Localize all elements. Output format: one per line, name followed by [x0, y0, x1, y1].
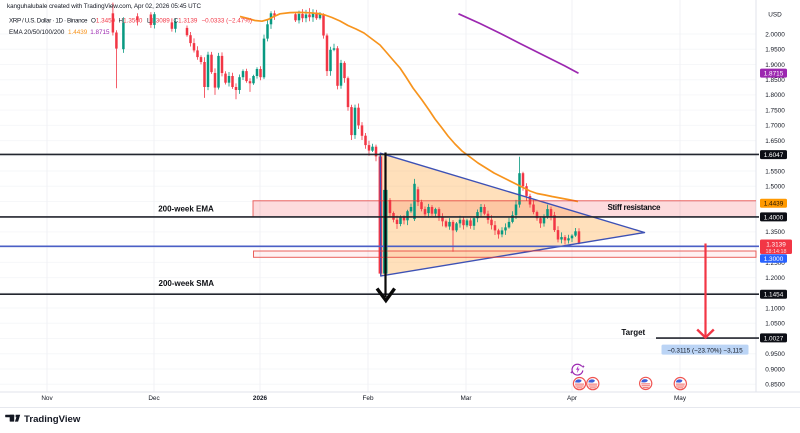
svg-text:1.5500: 1.5500 — [765, 168, 785, 175]
svg-text:18:14:18: 18:14:18 — [766, 249, 787, 255]
svg-text:−0.3115 (−23.70%) −3,115: −0.3115 (−23.70%) −3,115 — [667, 347, 743, 354]
svg-text:1.1454: 1.1454 — [764, 292, 784, 299]
svg-text:1.6500: 1.6500 — [765, 138, 785, 145]
svg-text:2.0000: 2.0000 — [765, 31, 785, 38]
svg-text:1.9000: 1.9000 — [765, 62, 785, 69]
svg-text:1.0027: 1.0027 — [764, 335, 784, 342]
svg-text:0.8500: 0.8500 — [765, 382, 785, 389]
svg-text:1.4000: 1.4000 — [764, 214, 784, 221]
svg-text:Apr: Apr — [567, 395, 578, 402]
svg-text:1.4439: 1.4439 — [68, 29, 88, 36]
svg-text:200-week SMA: 200-week SMA — [159, 279, 215, 288]
svg-text:1.6047: 1.6047 — [764, 152, 784, 159]
svg-text:EMA 20/50/100/200: EMA 20/50/100/200 — [9, 29, 65, 36]
svg-text:1.8715: 1.8715 — [90, 29, 110, 36]
svg-text:1.5000: 1.5000 — [765, 184, 785, 191]
svg-text:1.8000: 1.8000 — [765, 92, 785, 99]
svg-text:1.3139: 1.3139 — [766, 241, 786, 248]
svg-text:O1.3459: O1.3459 — [91, 18, 116, 25]
svg-text:1.1000: 1.1000 — [765, 305, 785, 312]
svg-text:1.2000: 1.2000 — [765, 275, 785, 282]
svg-text:Nov: Nov — [41, 395, 53, 402]
svg-text:XRP / U.S. Dollar · 1D · Binan: XRP / U.S. Dollar · 1D · Binance — [9, 18, 88, 25]
svg-text:1.9500: 1.9500 — [765, 47, 785, 54]
svg-text:1.3000: 1.3000 — [764, 256, 784, 263]
svg-text:Stiff resistance: Stiff resistance — [608, 203, 662, 212]
svg-text:1.0500: 1.0500 — [765, 321, 785, 328]
svg-text:0.9500: 0.9500 — [765, 351, 785, 358]
svg-text:1.3500: 1.3500 — [765, 229, 785, 236]
svg-text:1.8500: 1.8500 — [765, 77, 785, 84]
svg-text:Dec: Dec — [148, 395, 160, 402]
svg-text:1.2500: 1.2500 — [765, 260, 785, 267]
svg-text:USD: USD — [768, 12, 782, 19]
svg-text:2026: 2026 — [253, 395, 268, 402]
svg-text:1.7500: 1.7500 — [765, 107, 785, 114]
svg-text:H1.3560: H1.3560 — [119, 18, 143, 25]
svg-text:C1.3139: C1.3139 — [174, 18, 198, 25]
svg-text:1.7000: 1.7000 — [765, 123, 785, 130]
svg-text:1.8715: 1.8715 — [764, 71, 784, 78]
svg-text:Mar: Mar — [460, 395, 472, 402]
svg-text:−0.0333 (−2.47%): −0.0333 (−2.47%) — [202, 18, 252, 25]
svg-text:Feb: Feb — [362, 395, 373, 402]
svg-text:kanguhalubale created with Tra: kanguhalubale created with TradingView.c… — [7, 3, 201, 10]
svg-text:May: May — [674, 395, 687, 402]
svg-text:1.4439: 1.4439 — [764, 201, 784, 208]
svg-text:L1.3089: L1.3089 — [147, 18, 170, 25]
svg-text:200-week EMA: 200-week EMA — [158, 204, 214, 213]
svg-text:TradingView: TradingView — [24, 414, 81, 425]
svg-text:Target: Target — [621, 328, 645, 337]
svg-text:0.9000: 0.9000 — [765, 366, 785, 373]
